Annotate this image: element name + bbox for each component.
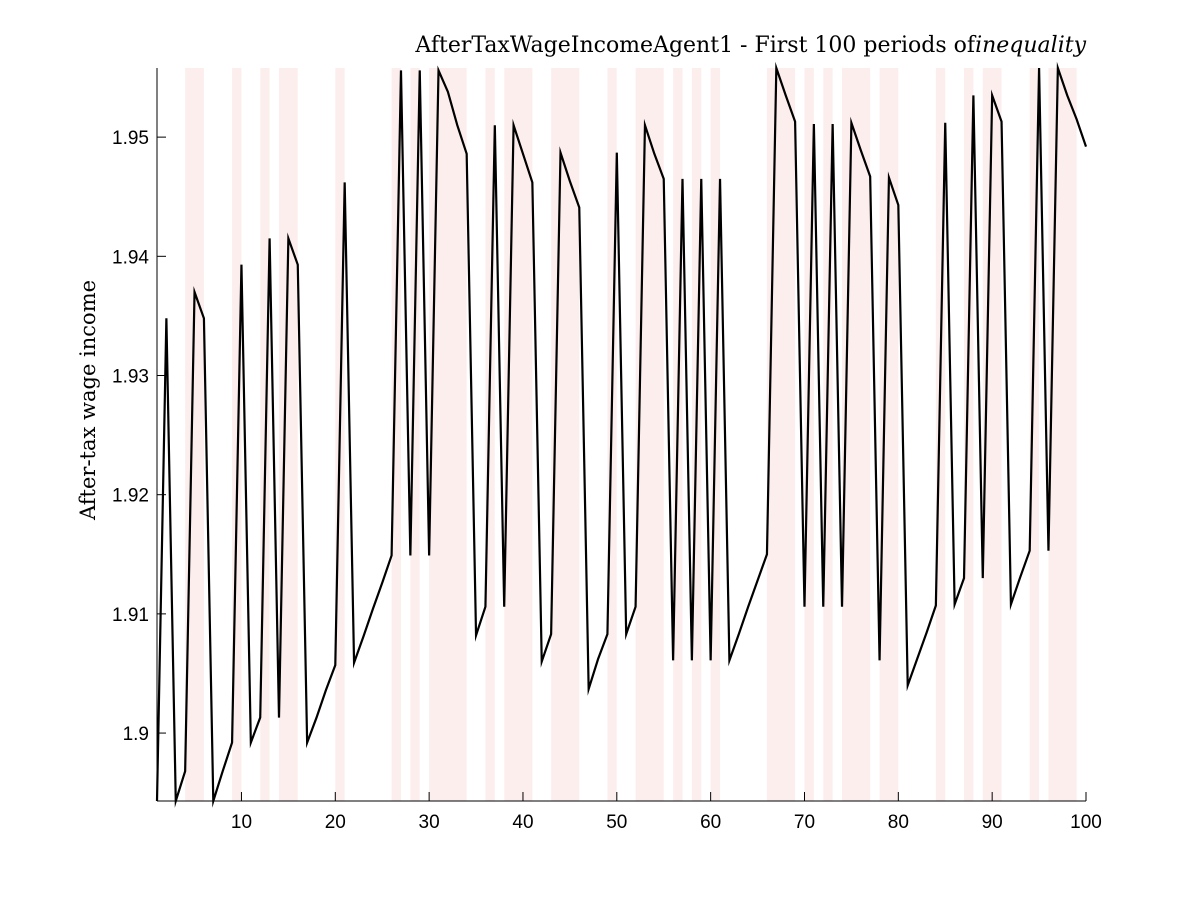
shaded-period-20 [842,68,871,801]
shaded-period-1 [185,68,204,801]
shaded-period-8 [429,68,467,801]
shaded-period-21 [879,68,899,801]
x-tick-label: 40 [512,812,533,833]
y-axis-label: After-tax wage income [76,280,100,521]
series-line-1 [155,61,1088,808]
shaded-period-18 [804,68,814,801]
shaded-period-17 [766,68,796,801]
chart-title: AfterTaxWageIncomeAgent1 - First 100 per… [414,33,1086,58]
shaded-period-19 [823,68,833,801]
x-tick-label: 20 [325,812,346,833]
shaded-period-10 [504,68,533,801]
chart-title-main: AfterTaxWageIncomeAgent1 - First 100 per… [414,33,977,58]
tick-labels: 10 20 30 40 50 60 70 80 90 100 1.9 1.91 1.92 1.93 1.94… [112,128,1102,833]
shaded-period-4 [278,68,298,801]
shaded-period-25 [1029,68,1040,801]
x-tick-label: 100 [1070,812,1102,833]
shaded-period-23 [964,68,974,801]
shaded-period-2 [232,68,242,801]
shaded-period-6 [391,68,401,801]
y-tick-label: 1.94 [112,247,149,268]
x-tick-label: 50 [606,812,627,833]
series-line-group [155,61,1088,808]
axes [156,68,1087,802]
shaded-period-22 [935,68,946,801]
x-tick-label: 60 [700,812,721,833]
shaded-period-26 [1048,68,1077,801]
x-tick-label: 10 [231,812,252,833]
x-tick-label: 80 [888,812,909,833]
shaded-period-13 [635,68,664,801]
shaded-period-7 [410,68,420,801]
shaded-period-24 [982,68,1002,801]
x-tick-label: 70 [794,812,815,833]
y-tick-label: 1.9 [123,724,149,745]
y-tick-label: 1.91 [112,605,149,626]
x-tick-label: 90 [982,812,1003,833]
chart-title-emphasis: inequality [975,33,1087,58]
y-tick-label: 1.92 [112,486,149,507]
y-tick-label: 1.93 [112,367,149,388]
x-tick-label: 30 [419,812,440,833]
y-tick-label: 1.95 [112,128,149,149]
shaded-period-9 [485,68,495,801]
